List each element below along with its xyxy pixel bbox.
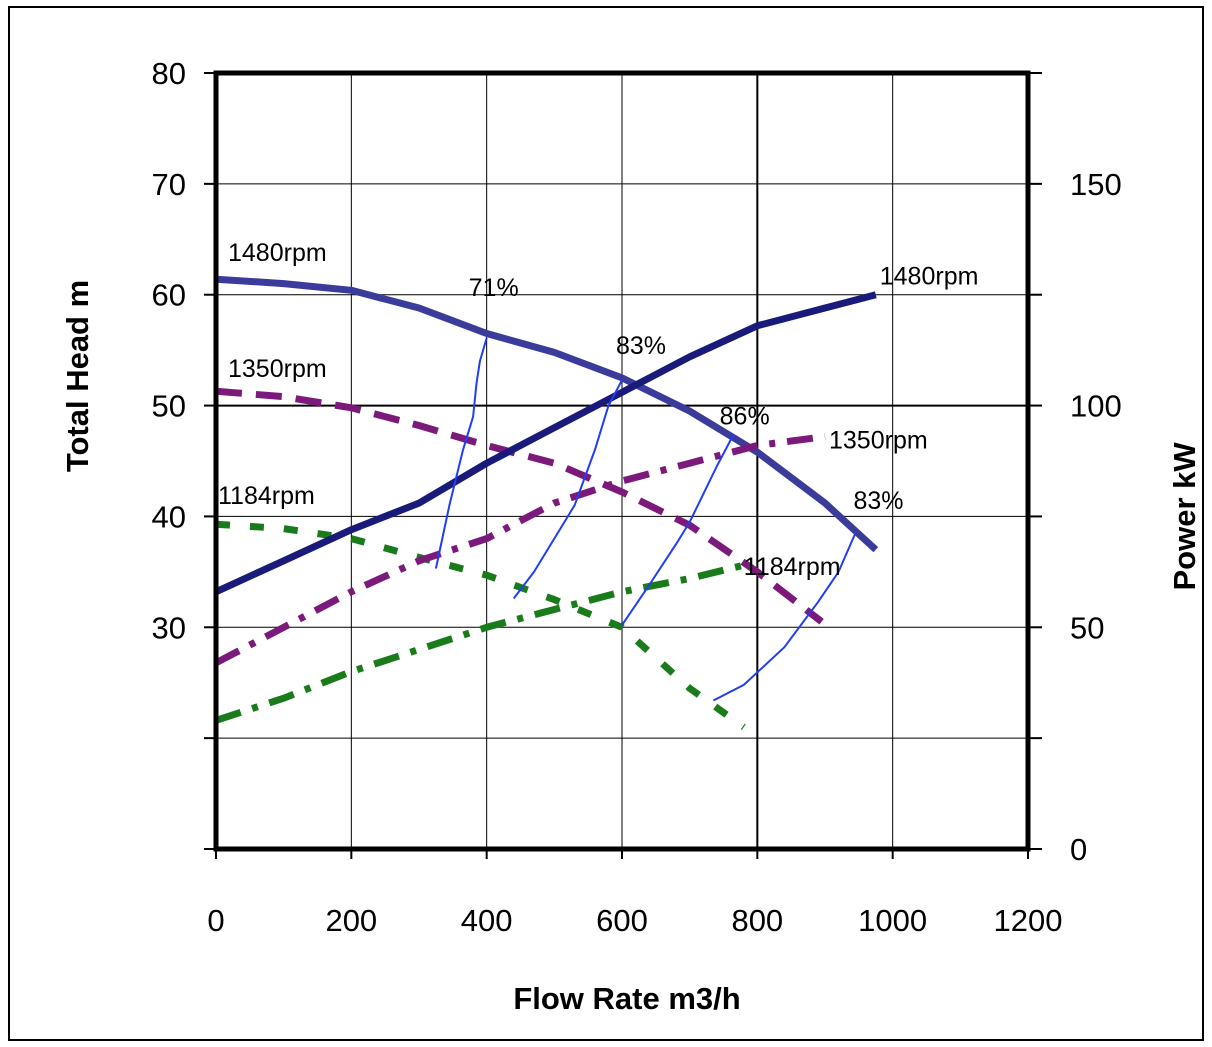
x-tick-label: 400 bbox=[461, 903, 513, 938]
y2-axis-title: Power kW bbox=[1167, 442, 1202, 591]
head-rpm-label: 1184rpm bbox=[218, 482, 315, 510]
efficiency-label: 71% bbox=[469, 274, 519, 302]
efficiency-line-83% bbox=[512, 379, 623, 600]
y2-tick-label: 150 bbox=[1070, 167, 1122, 202]
power-curve-1480rpm bbox=[214, 291, 877, 595]
x-tick-label: 800 bbox=[731, 903, 783, 938]
head-rpm-label: 1480rpm bbox=[228, 239, 327, 267]
head-curve-1480rpm bbox=[215, 275, 879, 553]
x-axis-title: Flow Rate m3/h bbox=[513, 981, 740, 1016]
y-tick-label: 30 bbox=[152, 610, 186, 645]
y-tick-label: 60 bbox=[152, 278, 186, 313]
efficiency-label: 83% bbox=[616, 332, 666, 360]
efficiency-label: 83% bbox=[853, 487, 903, 515]
power-rpm-label: 1184rpm bbox=[744, 553, 841, 581]
axis-ticks: 0 200 400 600 800 1000 12003040506070800501001… bbox=[152, 56, 1122, 938]
head-curve-1350rpm bbox=[215, 387, 824, 625]
y2-tick-label: 100 bbox=[1070, 389, 1122, 424]
head-curve-1184rpm bbox=[215, 520, 746, 730]
efficiency-label: 86% bbox=[720, 402, 770, 430]
x-tick-label: 1000 bbox=[858, 903, 927, 938]
y2-tick-label: 0 bbox=[1070, 832, 1087, 867]
x-tick-label: 0 bbox=[207, 903, 224, 938]
power-curve-1350rpm bbox=[214, 433, 826, 666]
y-axis-title: Total Head m bbox=[60, 280, 95, 472]
power-rpm-label: 1480rpm bbox=[880, 263, 979, 291]
grid bbox=[216, 73, 1028, 849]
head-rpm-label: 1350rpm bbox=[228, 355, 327, 383]
y2-tick-label: 50 bbox=[1070, 610, 1104, 645]
y-tick-label: 80 bbox=[152, 56, 186, 91]
power-rpm-label: 1350rpm bbox=[829, 427, 928, 455]
efficiency-line-83% bbox=[712, 532, 857, 702]
pump-performance-chart: 0 200 400 600 800 1000 12003040506070800501001… bbox=[60, 56, 1202, 1016]
power-curve-1184rpm bbox=[214, 561, 745, 724]
x-tick-label: 1200 bbox=[994, 903, 1063, 938]
annotations-layer: 1480rpm 1350rpm 1184rpm 1480rpm 1350rpm 1184r… bbox=[218, 239, 978, 581]
series-layer bbox=[214, 275, 879, 730]
y-tick-label: 50 bbox=[152, 389, 186, 424]
efficiency-line-86% bbox=[621, 433, 735, 626]
y-tick-label: 70 bbox=[152, 167, 186, 202]
chart-frame: 0 200 400 600 800 1000 1200 30 40 50 60 70 80 0 50 100 1… bbox=[8, 6, 1204, 1041]
y-tick-label: 40 bbox=[152, 499, 186, 534]
x-tick-label: 200 bbox=[325, 903, 377, 938]
efficiency-line-71% bbox=[434, 337, 488, 569]
x-tick-label: 600 bbox=[596, 903, 648, 938]
